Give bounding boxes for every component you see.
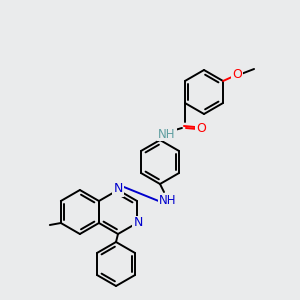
Text: NH: NH xyxy=(158,128,176,140)
Text: N: N xyxy=(134,217,143,230)
Text: O: O xyxy=(232,68,242,82)
Text: N: N xyxy=(113,182,123,196)
Text: NH: NH xyxy=(159,194,177,206)
Text: O: O xyxy=(196,122,206,134)
